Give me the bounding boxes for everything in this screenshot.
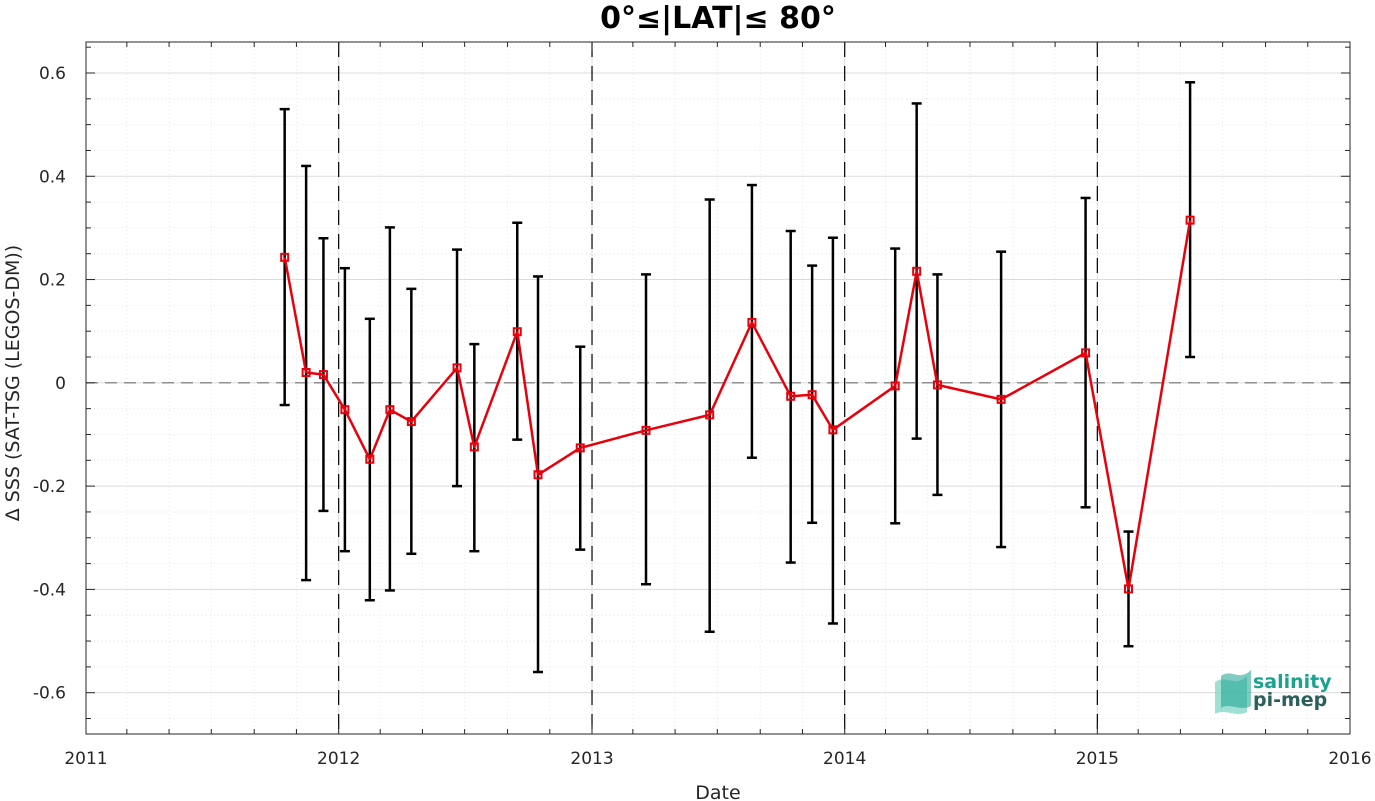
data-point-marker	[828, 425, 838, 435]
data-point-marker	[641, 425, 651, 435]
data-point-marker	[452, 363, 462, 373]
x-tick-label: 2016	[1328, 749, 1371, 769]
y-tick-label: -0.2	[33, 477, 66, 497]
data-point-marker	[932, 380, 942, 390]
data-point-marker	[575, 443, 585, 453]
data-point-marker	[280, 252, 290, 262]
logo-line-salinity: salinity	[1253, 671, 1332, 693]
y-tick-labels: 0.6 0.4 0.2 0 -0.2 -0.4 -0.6	[33, 64, 66, 704]
data-point-marker	[406, 417, 416, 427]
major-grid	[85, 42, 1351, 734]
x-tick-label: 2013	[570, 749, 613, 769]
y-tick-label: 0.4	[39, 167, 66, 187]
data-point-marker	[533, 470, 543, 480]
data-point-marker	[1185, 215, 1195, 225]
year-separators	[338, 42, 1098, 734]
data-point-marker	[340, 405, 350, 415]
data-point-marker	[890, 381, 900, 391]
data-point-marker	[786, 391, 796, 401]
y-axis-label: Δ SSS (SAT-TSG (LEGOS-DM))	[2, 245, 24, 521]
x-tick-label: 2012	[317, 749, 360, 769]
y-tick-label: 0.6	[39, 64, 66, 84]
data-point-marker	[512, 327, 522, 337]
data-point-marker	[385, 405, 395, 415]
data-point-marker	[1123, 584, 1133, 594]
data-point-marker	[747, 317, 757, 327]
series-line	[283, 219, 1192, 591]
logo-line-pimep: pi-mep	[1253, 689, 1327, 711]
x-tick-label: 2015	[1076, 749, 1119, 769]
error-bars	[279, 81, 1196, 674]
data-point-marker	[912, 266, 922, 276]
data-point-marker	[1081, 348, 1091, 358]
x-tick-labels: 2011 2012 2013 2014 2015 2016	[64, 749, 1371, 769]
data-point-marker	[318, 370, 328, 380]
x-tick-label: 2011	[64, 749, 107, 769]
plot-area-border	[85, 41, 1351, 735]
salinity-pi-mep-logo: salinity pi-mep	[1215, 670, 1332, 714]
data-point-marker	[807, 390, 817, 400]
logo-wave-icon-2	[1221, 670, 1251, 708]
x-tick-label: 2014	[823, 749, 866, 769]
minor-grid	[86, 42, 1350, 734]
chart-title: 0°≤|LAT|≤ 80°	[600, 1, 836, 36]
y-tick-label: -0.6	[33, 684, 66, 704]
y-tick-label: 0.2	[39, 271, 66, 291]
data-point-marker	[469, 442, 479, 452]
data-point-marker	[996, 394, 1006, 404]
data-point-marker	[365, 454, 375, 464]
y-tick-label: -0.4	[33, 580, 66, 600]
axis-ticks	[85, 42, 1351, 734]
y-tick-label: 0	[55, 374, 66, 394]
data-point-marker	[301, 368, 311, 378]
x-axis-label: Date	[695, 782, 740, 801]
data-point-marker	[705, 410, 715, 420]
series-markers	[280, 215, 1195, 594]
